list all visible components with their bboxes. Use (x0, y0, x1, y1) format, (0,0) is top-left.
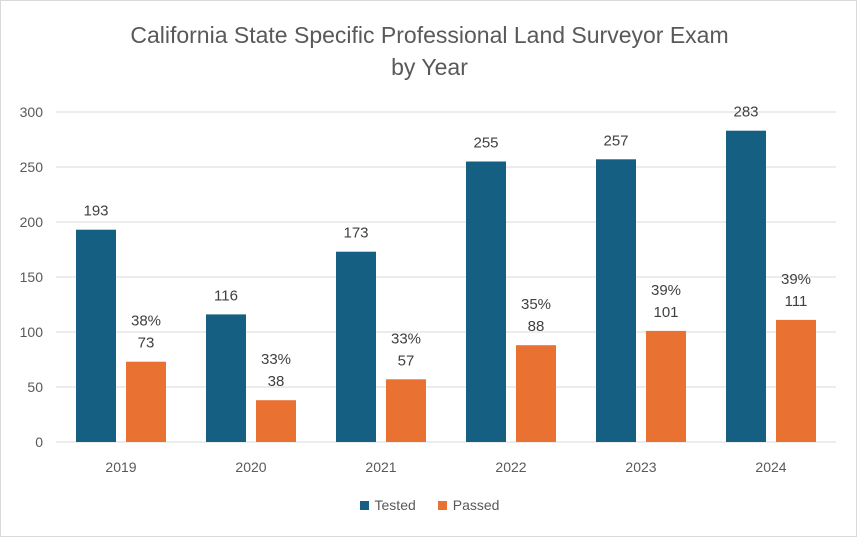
y-tick-label: 0 (35, 434, 43, 450)
bar-tested (206, 314, 246, 442)
x-tick-label: 2019 (105, 459, 136, 475)
bar-tested (726, 130, 766, 442)
y-tick-label: 200 (20, 214, 44, 230)
legend-label-passed: Passed (452, 497, 500, 513)
bar-passed (256, 400, 296, 442)
legend-item-passed: Passed (437, 497, 500, 513)
x-tick-label: 2024 (755, 459, 786, 475)
bar-passed (776, 319, 816, 442)
bar-tested (466, 161, 506, 442)
chart-title-line-1: California State Specific Professional L… (130, 22, 729, 48)
bar-passed (126, 361, 166, 442)
x-tick-label: 2023 (625, 459, 656, 475)
data-label-tested: 193 (83, 203, 108, 220)
y-tick-label: 50 (27, 379, 43, 395)
bar-passed (646, 330, 686, 442)
bar-tested (336, 251, 376, 442)
data-label-tested: 116 (214, 287, 238, 304)
y-tick-label: 300 (20, 104, 44, 120)
x-tick-label: 2022 (495, 459, 526, 475)
data-label-passed: 88 (528, 318, 545, 335)
legend: Tested Passed (1, 497, 857, 513)
data-label-tested: 283 (733, 104, 758, 121)
legend-item-tested: Tested (359, 497, 416, 513)
data-label-passed: 111 (785, 293, 808, 310)
data-label-passed-percent: 38% (131, 313, 161, 330)
data-label-passed-percent: 35% (521, 296, 551, 313)
y-tick-label: 100 (20, 324, 44, 340)
data-label-passed: 38 (268, 373, 285, 390)
y-tick-label: 250 (20, 159, 44, 175)
bar-passed (516, 345, 556, 442)
x-tick-label: 2020 (235, 459, 266, 475)
data-label-passed: 73 (138, 335, 155, 352)
bar-passed (386, 379, 426, 442)
bar-tested (596, 159, 636, 443)
data-label-tested: 255 (473, 135, 498, 152)
legend-label-tested: Tested (374, 497, 416, 513)
data-label-tested: 257 (603, 132, 628, 149)
data-label-passed: 101 (653, 304, 678, 321)
legend-swatch-tested (359, 500, 369, 510)
data-label-passed-percent: 33% (391, 330, 421, 347)
legend-swatch-passed (437, 500, 447, 510)
data-label-passed-percent: 39% (781, 271, 811, 288)
chart-title-line-2: by Year (391, 54, 468, 80)
y-tick-label: 150 (20, 269, 44, 285)
chart-title: California State Specific Professional L… (1, 19, 857, 83)
data-label-passed: 57 (398, 352, 415, 369)
data-label-tested: 173 (343, 225, 368, 242)
data-label-passed-percent: 33% (261, 351, 291, 368)
bar-tested (76, 229, 116, 442)
x-tick-label: 2021 (365, 459, 396, 475)
data-label-passed-percent: 39% (651, 282, 681, 299)
